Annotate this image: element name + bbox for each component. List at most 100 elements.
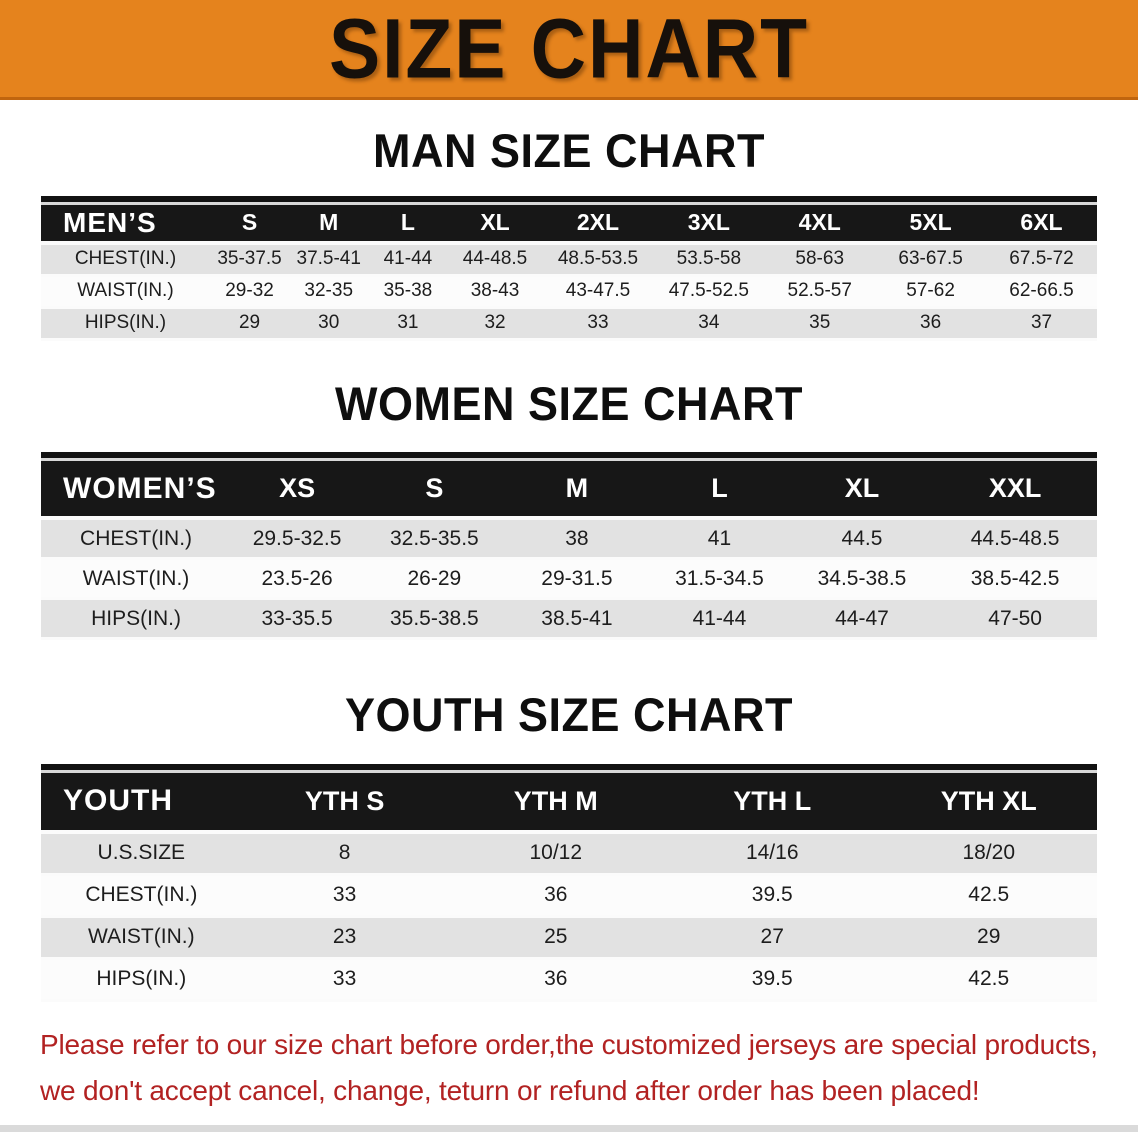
row-label: HIPS(IN.) [41, 308, 210, 341]
table-row: CHEST(IN.) 33 36 39.5 42.5 [41, 875, 1097, 918]
size-value: 14/16 [664, 833, 881, 876]
table-row: HIPS(IN.) 33-35.5 35.5-38.5 38.5-41 41-44 44-… [41, 600, 1097, 640]
size-value: 34.5-38.5 [790, 560, 934, 600]
size-value: 25 [447, 917, 664, 960]
group-label: YOUTH [41, 769, 242, 834]
column-header: YTH XL [880, 769, 1097, 834]
size-value: 57-62 [875, 276, 987, 309]
column-header: S [363, 458, 506, 520]
section-heading-man-size-chart: MAN SIZE CHART [373, 123, 765, 178]
size-value: 29.5-32.5 [231, 520, 364, 560]
size-value: 38.5-41 [505, 600, 649, 640]
row-label: U.S.SIZE [41, 833, 242, 876]
size-value: 34 [653, 308, 765, 341]
size-value: 10/12 [447, 833, 664, 876]
size-value: 27 [664, 917, 881, 960]
size-value: 18/20 [880, 833, 1097, 876]
table-row: U.S.SIZE 8 10/12 14/16 18/20 [41, 833, 1097, 876]
disclaimer: Please refer to our size chart before or… [40, 1022, 1118, 1114]
banner-title: SIZE CHART [329, 1, 809, 95]
size-value: 23.5-26 [231, 560, 364, 600]
row-label: HIPS(IN.) [41, 959, 242, 1002]
section-heading-youth-size-chart: YOUTH SIZE CHART [344, 687, 793, 742]
size-value: 42.5 [880, 959, 1097, 1002]
column-header: YTH S [241, 769, 448, 834]
column-header: L [368, 201, 448, 245]
column-header: YTH L [664, 769, 881, 834]
size-value: 43-47.5 [542, 276, 654, 309]
size-value: 33 [542, 308, 654, 341]
size-value: 44.5-48.5 [933, 520, 1097, 560]
column-header: S [209, 201, 290, 245]
column-header: 4XL [764, 201, 876, 245]
column-header: XL [790, 458, 934, 520]
group-label: WOMEN’S [41, 458, 232, 520]
size-value: 29-32 [209, 276, 290, 309]
size-table-women-size-chart: WOMEN’S XS S M L XL XXL CHEST(IN.) 29.5-32.5 32.5… [41, 452, 1097, 640]
size-value: 35-38 [368, 276, 448, 309]
column-header: M [505, 458, 649, 520]
size-value: 31.5-34.5 [648, 560, 791, 600]
row-label: WAIST(IN.) [41, 560, 232, 600]
column-header: XL [447, 201, 543, 245]
size-value: 8 [241, 833, 448, 876]
row-label: CHEST(IN.) [41, 875, 242, 918]
size-value: 63-67.5 [875, 244, 987, 277]
column-header: 3XL [653, 201, 765, 245]
column-header: XS [231, 458, 364, 520]
size-value: 29 [880, 917, 1097, 960]
size-value: 32 [447, 308, 543, 341]
size-value: 44-48.5 [447, 244, 543, 277]
size-value: 39.5 [664, 875, 881, 918]
size-value: 53.5-58 [653, 244, 765, 277]
size-value: 32-35 [289, 276, 369, 309]
size-value: 44.5 [790, 520, 934, 560]
section-heading-women-size-chart: WOMEN SIZE CHART [335, 376, 803, 430]
table-row: WAIST(IN.) 23.5-26 26-29 29-31.5 31.5-34.5 34… [41, 560, 1097, 600]
size-value: 48.5-53.5 [542, 244, 654, 277]
size-value: 29-31.5 [505, 560, 649, 600]
table-header-row: WOMEN’S XS S M L XL XXL [41, 458, 1097, 520]
table-row: HIPS(IN.) 33 36 39.5 42.5 [41, 959, 1097, 1002]
table-row: CHEST(IN.) 29.5-32.5 32.5-35.5 38 41 44.5 44.5… [41, 520, 1097, 560]
group-label: MEN’S [41, 201, 210, 245]
size-value: 35 [764, 308, 876, 341]
row-label: CHEST(IN.) [41, 520, 232, 560]
size-value: 37 [986, 308, 1097, 341]
size-value: 32.5-35.5 [363, 520, 506, 560]
column-header: L [648, 458, 791, 520]
size-value: 26-29 [363, 560, 506, 600]
size-value: 41-44 [368, 244, 448, 277]
table-row: CHEST(IN.) 35-37.5 37.5-41 41-44 44-48.5 48.5… [41, 244, 1097, 277]
size-value: 33 [241, 875, 448, 918]
section-man-size-chart: MAN SIZE CHART MEN’S S M L XL 2XL 3XL 4XL 5XL 6XL C… [0, 123, 1138, 341]
size-value: 47.5-52.5 [653, 276, 765, 309]
column-header: XXL [933, 458, 1097, 520]
size-table-youth-size-chart: YOUTH YTH S YTH M YTH L YTH XL U.S.SIZE 8 10/12… [41, 763, 1097, 1002]
disclaimer-line-1: Please refer to our size chart before or… [40, 1028, 1098, 1060]
size-value: 42.5 [880, 875, 1097, 918]
column-header: 5XL [875, 201, 987, 245]
size-value: 35-37.5 [209, 244, 290, 277]
size-value: 31 [368, 308, 448, 341]
banner: SIZE CHART [0, 0, 1138, 100]
size-value: 36 [447, 875, 664, 918]
size-table-man-size-chart: MEN’S S M L XL 2XL 3XL 4XL 5XL 6XL CHEST(IN.) 35-37… [41, 195, 1097, 341]
size-value: 62-66.5 [986, 276, 1097, 309]
size-value: 39.5 [664, 959, 881, 1002]
table-row: WAIST(IN.) 29-32 32-35 35-38 38-43 43-47.5 47.… [41, 276, 1097, 309]
row-label: WAIST(IN.) [41, 276, 210, 309]
section-youth-size-chart: YOUTH SIZE CHART YOUTH YTH S YTH M YTH L YTH … [0, 687, 1138, 1002]
size-value: 29 [209, 308, 290, 341]
column-header: YTH M [447, 769, 664, 834]
table-header-row: MEN’S S M L XL 2XL 3XL 4XL 5XL 6XL [41, 201, 1097, 245]
size-value: 38 [505, 520, 649, 560]
section-women-size-chart: WOMEN SIZE CHART WOMEN’S XS S M L XL XXL CHEST(I… [0, 376, 1138, 640]
size-value: 44-47 [790, 600, 934, 640]
size-value: 35.5-38.5 [363, 600, 506, 640]
size-value: 23 [241, 917, 448, 960]
disclaimer-line-2: we don't accept cancel, change, teturn o… [40, 1074, 980, 1106]
size-value: 33-35.5 [231, 600, 364, 640]
size-value: 37.5-41 [289, 244, 369, 277]
size-value: 30 [289, 308, 369, 341]
